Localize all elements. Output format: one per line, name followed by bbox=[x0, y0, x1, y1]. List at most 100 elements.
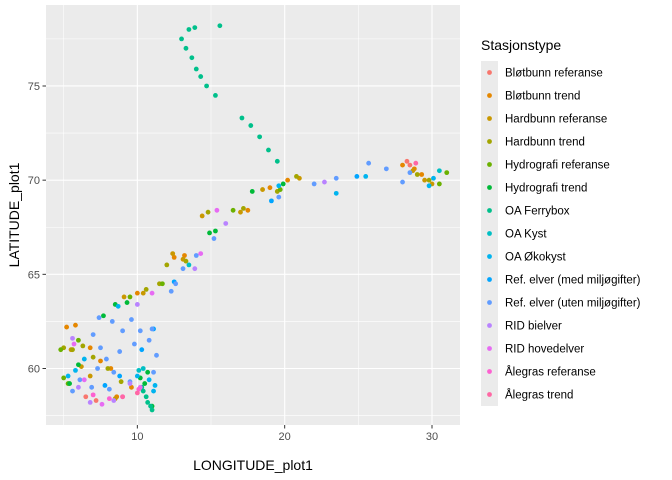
x-tick-label: 20 bbox=[279, 431, 291, 443]
data-point bbox=[436, 168, 442, 174]
data-point bbox=[217, 23, 223, 29]
panel-background bbox=[46, 5, 460, 425]
data-point bbox=[294, 173, 299, 179]
data-point bbox=[148, 403, 154, 409]
data-point bbox=[98, 358, 103, 364]
legend-label: Hardbunn trend bbox=[505, 137, 585, 149]
legend-key-dot bbox=[487, 369, 492, 374]
data-point bbox=[120, 328, 126, 334]
data-point bbox=[276, 183, 282, 189]
data-point bbox=[87, 399, 93, 405]
data-point bbox=[180, 266, 186, 272]
data-point bbox=[277, 187, 283, 192]
data-point bbox=[257, 134, 263, 140]
data-point bbox=[127, 381, 133, 386]
data-point bbox=[61, 375, 67, 381]
data-point bbox=[366, 160, 372, 166]
data-point bbox=[444, 170, 450, 176]
legend-label: Hydrografi referanse bbox=[505, 160, 610, 172]
data-point bbox=[81, 377, 87, 383]
data-point bbox=[192, 266, 198, 272]
data-point bbox=[70, 388, 75, 394]
data-point bbox=[213, 228, 218, 234]
data-point bbox=[322, 179, 327, 185]
legend-title: Stasjonstype bbox=[481, 37, 561, 53]
data-point bbox=[407, 162, 413, 168]
data-point bbox=[120, 394, 126, 400]
data-point bbox=[267, 185, 273, 191]
data-point bbox=[280, 181, 286, 187]
data-point bbox=[173, 281, 179, 287]
data-point bbox=[143, 286, 149, 292]
data-point bbox=[413, 160, 419, 166]
data-point bbox=[186, 27, 192, 32]
data-point bbox=[230, 207, 236, 213]
legend-key-dot bbox=[487, 392, 492, 397]
data-point bbox=[121, 294, 127, 300]
data-point bbox=[333, 190, 339, 196]
data-point bbox=[76, 362, 81, 368]
data-point bbox=[205, 209, 211, 215]
data-point bbox=[422, 177, 428, 183]
data-point bbox=[111, 398, 117, 403]
data-point bbox=[70, 335, 75, 341]
data-point bbox=[260, 187, 265, 192]
legend-key-dot bbox=[487, 139, 492, 144]
data-point bbox=[333, 175, 339, 181]
data-point bbox=[151, 369, 156, 375]
data-point bbox=[266, 147, 271, 153]
data-point bbox=[102, 383, 108, 388]
data-point bbox=[149, 326, 155, 332]
data-point bbox=[140, 388, 146, 394]
legend-label: Ref. elver (uten miljøgifter) bbox=[505, 298, 641, 310]
data-point bbox=[159, 281, 165, 287]
data-point bbox=[407, 170, 413, 176]
data-point bbox=[164, 262, 170, 268]
data-point bbox=[134, 390, 140, 396]
data-point bbox=[145, 399, 151, 405]
data-point bbox=[426, 183, 432, 189]
legend-label: OA Økokyst bbox=[505, 252, 567, 264]
data-point bbox=[117, 373, 123, 379]
data-point bbox=[151, 388, 156, 394]
grid-minor bbox=[46, 5, 460, 425]
data-point bbox=[145, 369, 151, 375]
data-point bbox=[67, 381, 72, 386]
data-point bbox=[99, 401, 105, 407]
data-point bbox=[239, 115, 245, 121]
data-point bbox=[276, 194, 282, 200]
data-point bbox=[118, 379, 124, 385]
data-point bbox=[87, 373, 93, 379]
data-point bbox=[214, 207, 220, 213]
data-point bbox=[71, 341, 77, 347]
y-tick-label: 65 bbox=[28, 269, 40, 281]
data-point bbox=[171, 254, 177, 260]
data-point bbox=[87, 345, 93, 351]
legend-label: Ålegras referanse bbox=[505, 366, 596, 379]
data-point bbox=[81, 356, 87, 362]
data-point bbox=[90, 392, 96, 398]
y-axis-title: LATITUDE_plot1 bbox=[6, 162, 22, 267]
data-point bbox=[419, 172, 425, 177]
data-point bbox=[117, 349, 123, 354]
data-point bbox=[143, 394, 149, 400]
legend-key-dot bbox=[487, 277, 492, 282]
legend-key-dot bbox=[487, 208, 492, 213]
data-point bbox=[245, 207, 251, 213]
data-point bbox=[249, 189, 255, 194]
data-point bbox=[383, 166, 389, 172]
data-point bbox=[170, 251, 176, 257]
data-point bbox=[400, 179, 405, 185]
data-point bbox=[269, 198, 274, 204]
data-point bbox=[115, 303, 121, 309]
data-point bbox=[223, 221, 229, 226]
data-point bbox=[154, 352, 159, 358]
data-point bbox=[213, 93, 218, 98]
data-point bbox=[124, 300, 130, 305]
data-point bbox=[152, 383, 158, 388]
data-point bbox=[426, 177, 432, 183]
data-point bbox=[149, 407, 155, 413]
data-point bbox=[137, 328, 143, 334]
data-point bbox=[106, 396, 112, 402]
